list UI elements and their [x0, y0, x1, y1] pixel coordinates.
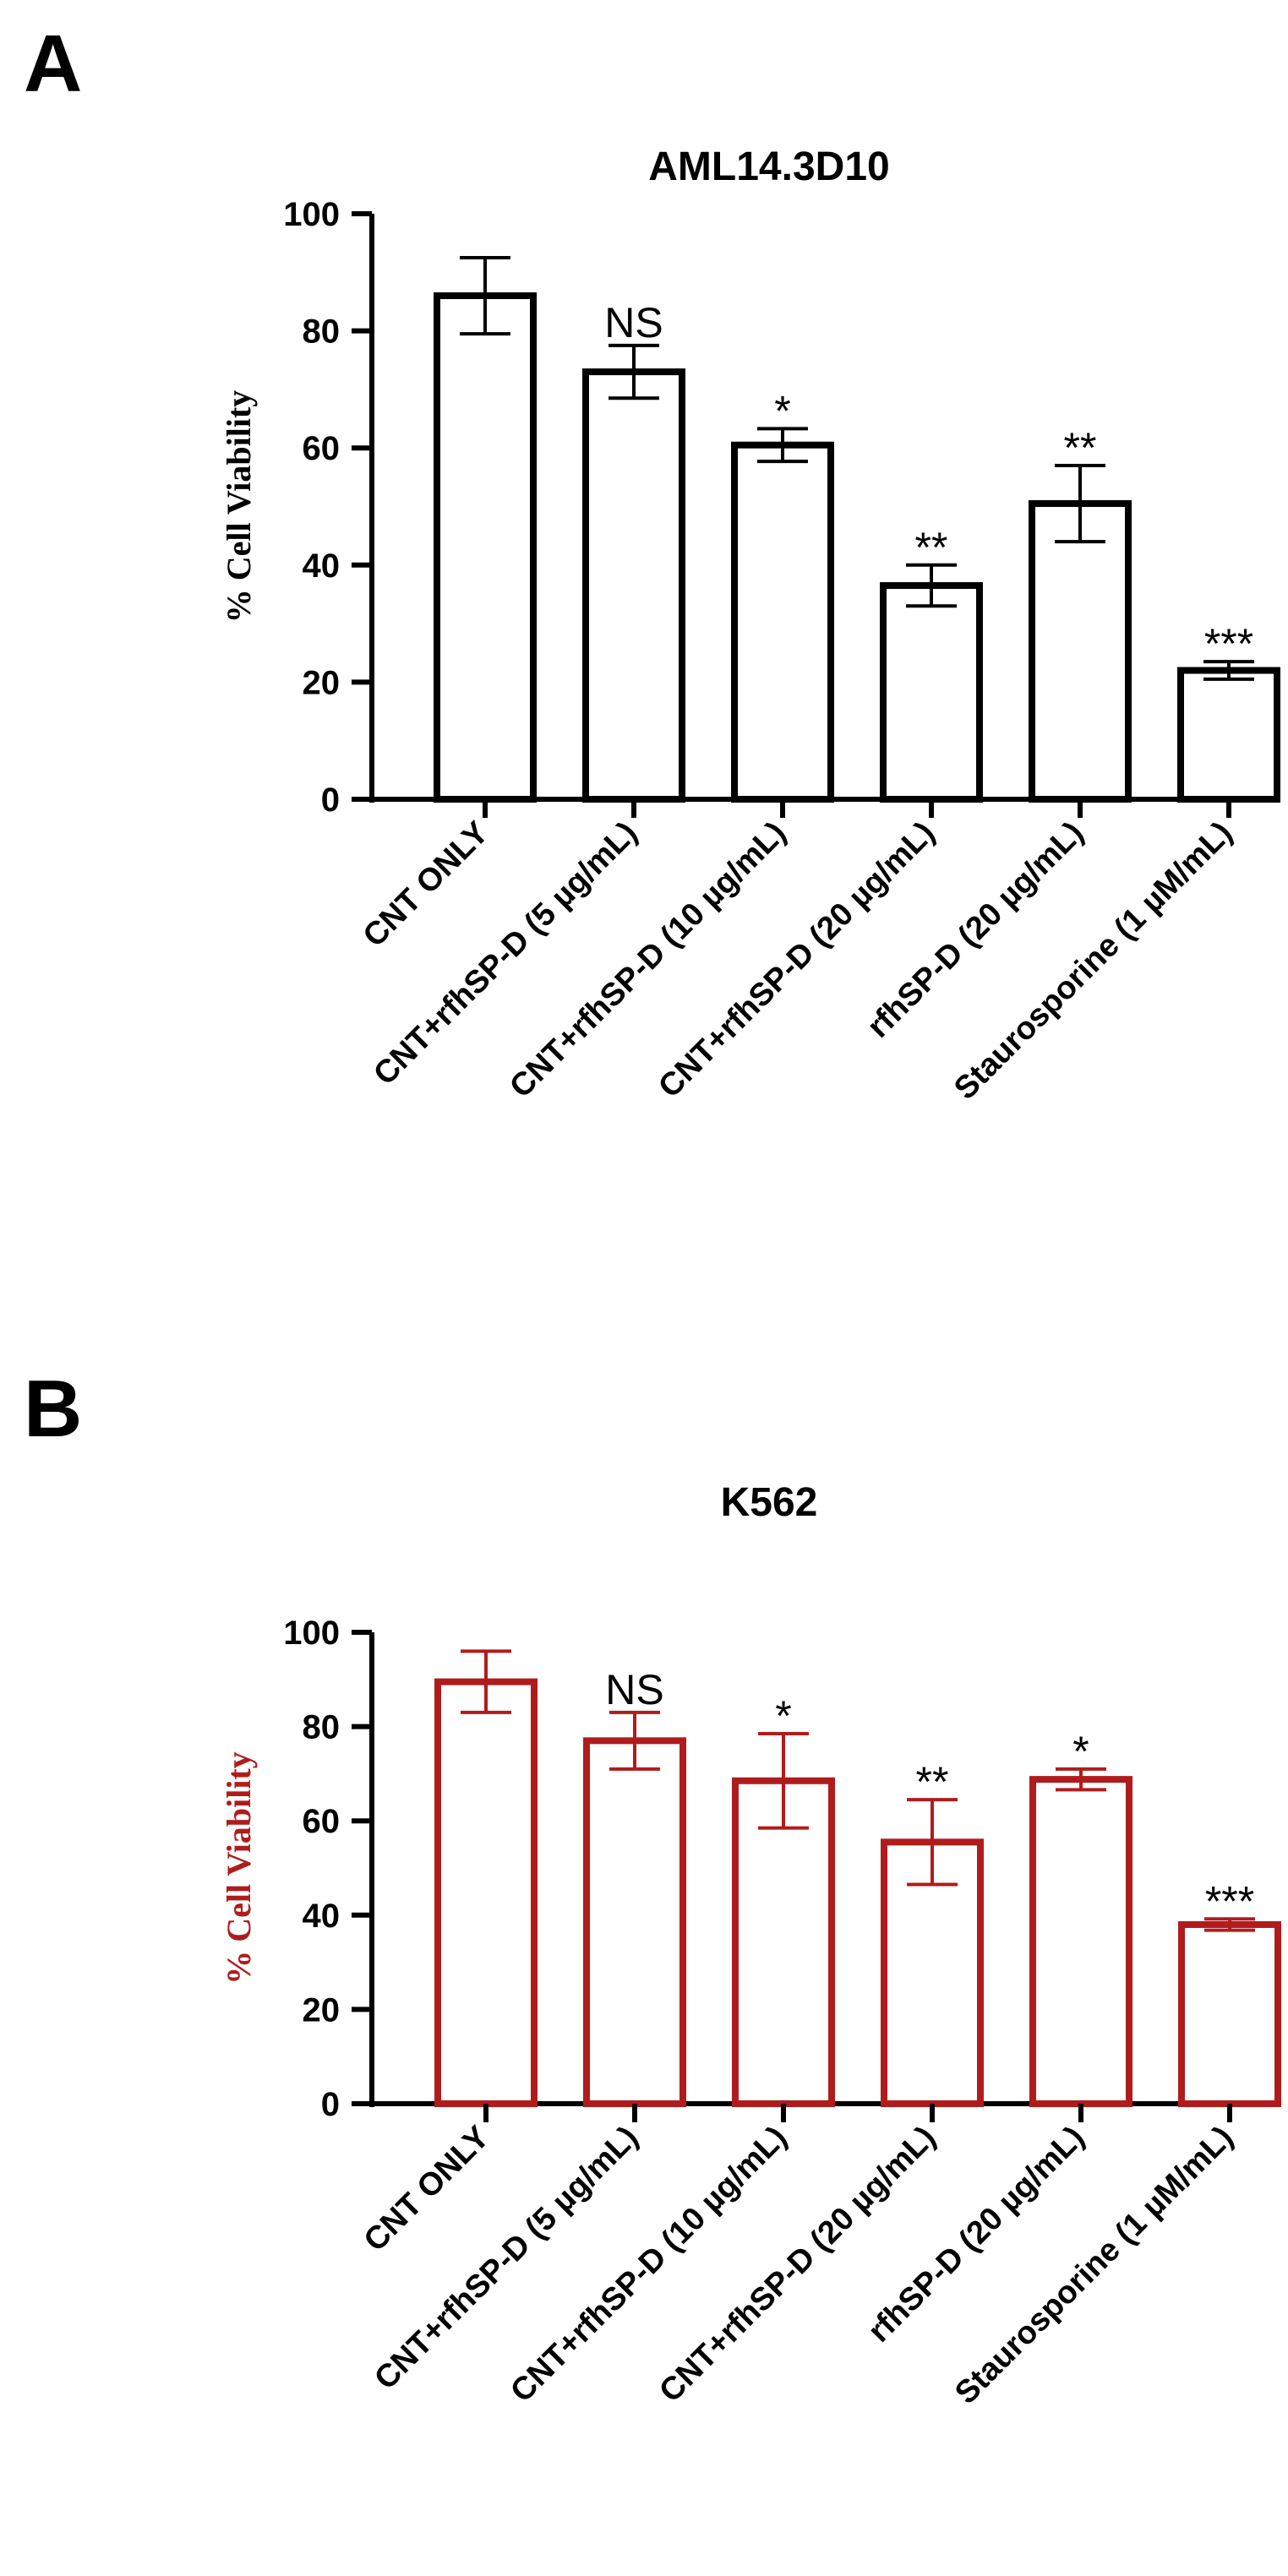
significance-label-2: NS: [604, 299, 663, 346]
y-tick-label: 80: [303, 313, 341, 351]
significance-label-2: NS: [605, 1666, 663, 1713]
bar-1: [434, 1678, 538, 2107]
significance-label-3: *: [775, 1692, 791, 1740]
y-axis-label: % Cell Viability: [220, 390, 258, 624]
bar-2: [583, 1737, 686, 2108]
significance-label-4: **: [915, 524, 948, 571]
x-tick-label-3: CNT+rfhSP-D (10 µg/mL): [503, 815, 793, 1105]
x-tick-label-6: Staurosporine (1 µM/mL): [947, 815, 1239, 1107]
y-tick-label: 100: [283, 196, 340, 233]
bar-1: [434, 292, 537, 803]
bar-2: [582, 368, 685, 803]
bar-5: [1029, 1776, 1132, 2107]
significance-label-6: ***: [1205, 1877, 1254, 1925]
x-tick-label-4: CNT+rfhSP-D (20 µg/mL): [652, 815, 941, 1105]
panel-a: A AML14.3D10 % Cell Viability 0 20 40 60 80 100 C…: [24, 19, 1280, 1107]
y-tick-label: 0: [321, 782, 340, 819]
y-tick-label: 60: [303, 1803, 341, 1840]
significance-label-3: *: [774, 387, 790, 434]
panel-letter: B: [24, 1364, 82, 1454]
bar-5: [1029, 500, 1132, 803]
x-tick-label-1: CNT ONLY: [357, 815, 496, 955]
panel-letter: A: [24, 19, 82, 109]
y-tick-label: 80: [303, 1709, 341, 1746]
y-tick-label: 0: [321, 2086, 340, 2123]
bar-6: [1178, 1920, 1281, 2107]
x-tick-label-1: CNT ONLY: [357, 2120, 497, 2259]
chart-title: K562: [721, 1480, 818, 1525]
y-tick-label: 20: [303, 664, 341, 701]
x-tick-label-6: Staurosporine (1 µM/mL): [948, 2120, 1240, 2411]
y-tick-label: 40: [303, 1898, 341, 1935]
significance-label-5: **: [1064, 424, 1097, 471]
significance-label-4: **: [916, 1758, 949, 1805]
significance-label-6: ***: [1204, 620, 1253, 667]
y-axis-label: % Cell Viability: [220, 1751, 258, 1985]
y-tick-label: 60: [303, 430, 341, 467]
y-tick-label: 20: [303, 1991, 341, 2029]
x-tick-label-3: CNT+rfhSP-D (10 µg/mL): [504, 2120, 794, 2410]
bar-3: [732, 1777, 835, 2108]
x-tick-label-4: CNT+rfhSP-D (20 µg/mL): [652, 2120, 942, 2410]
panel-b: B K562 % Cell Viability 0 20 40 60 80 100 CNT ONL…: [24, 1364, 1281, 2411]
y-tick-label: 100: [283, 1615, 340, 1652]
y-tick-label: 40: [303, 547, 341, 585]
x-tick-label-2: CNT+rfhSP-D (5 µg/mL): [368, 2120, 645, 2397]
chart-title: AML14.3D10: [648, 144, 889, 189]
x-tick-label-2: CNT+rfhSP-D (5 µg/mL): [367, 815, 644, 1092]
bar-4: [880, 582, 983, 803]
significance-label-5: *: [1072, 1728, 1089, 1775]
bar-3: [731, 441, 834, 803]
bar-6: [1177, 667, 1280, 803]
